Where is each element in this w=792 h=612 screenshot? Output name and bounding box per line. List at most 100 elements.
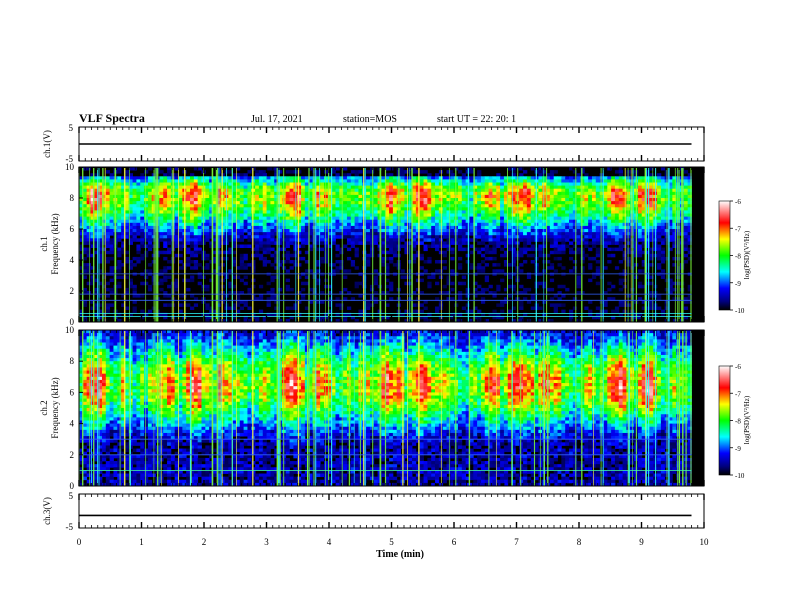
spectrogram-cell (446, 210, 451, 214)
spectrogram-cell (320, 318, 325, 323)
spectrogram-cell (197, 241, 202, 245)
spectrogram-cell (373, 204, 378, 208)
spectrogram-cell (542, 191, 547, 196)
spectrogram-cell (584, 185, 589, 190)
spectrogram-cell (588, 176, 593, 180)
spectrogram-cell (366, 241, 371, 245)
spectrogram-cell (645, 201, 650, 205)
spectrogram-cell (373, 182, 378, 186)
spectrogram-cell (358, 207, 363, 211)
spectrogram-cell (255, 315, 260, 320)
spectrogram-cell (190, 194, 195, 199)
spectrogram-cell (343, 222, 348, 227)
ch1-ytick-top: 5 (69, 123, 74, 133)
spectrogram-cell (584, 198, 589, 202)
spectrogram-cell (247, 225, 252, 230)
spectrogram-cell (270, 253, 275, 258)
spectrogram-cell (170, 194, 176, 199)
spectrogram-cell (270, 191, 275, 196)
spectrogram-cell (316, 300, 321, 304)
spectrogram-cell (423, 185, 428, 190)
spectrogram-cell (381, 179, 386, 183)
spectrogram-cell (212, 232, 218, 236)
spectrogram-cell (431, 219, 436, 224)
spectrogram-cell (354, 284, 359, 289)
spectrogram-cell (427, 256, 432, 261)
spectrogram-cell (174, 238, 179, 242)
spectrogram-cell (362, 207, 367, 211)
spectrogram-cell (136, 229, 141, 233)
spectrogram-cell (683, 238, 689, 242)
spectrogram-cell (473, 291, 478, 295)
spectrogram-cell (565, 201, 570, 205)
spectrogram-cell (324, 222, 329, 227)
spectrogram-cell (243, 253, 248, 258)
spectrogram-cell (258, 247, 264, 252)
spectrogram-cell (687, 179, 692, 183)
spectrogram-cell (523, 260, 528, 264)
spectrogram-cell (427, 229, 432, 233)
spectrogram-cell (389, 213, 394, 217)
spectrogram-cell (90, 275, 95, 279)
spectrogram-cell (626, 235, 631, 239)
spectrogram-cell (461, 204, 467, 208)
spectrogram-cell (339, 194, 344, 199)
spectrogram-cell (580, 269, 585, 273)
spectrogram-cell (561, 188, 566, 193)
spectrogram-cell (622, 176, 627, 180)
spectrogram-cell (117, 269, 122, 273)
spectrogram-cell (565, 188, 570, 193)
spectrogram-cell (465, 185, 470, 190)
spectrogram-cell (591, 176, 597, 180)
spectrogram-cell (576, 179, 581, 183)
spectrogram-cell (488, 194, 493, 199)
spectrogram-cell (496, 173, 501, 177)
spectrogram-cell (580, 194, 585, 199)
spectrogram-cell (637, 185, 643, 190)
spectrogram-cell (235, 194, 241, 199)
spectrogram-cell (147, 309, 153, 314)
spectrogram-cell (335, 312, 340, 317)
spectrogram-cell (285, 256, 290, 261)
spectrogram-cell (350, 198, 356, 202)
spectrogram-cell (170, 210, 176, 214)
spectrogram-cell (588, 309, 593, 314)
spectrogram-cell (465, 191, 470, 196)
spectrogram-cell (641, 182, 646, 186)
spectrogram-cell (484, 250, 490, 255)
spectrogram-cell (683, 219, 689, 224)
spectrogram-cell (82, 256, 88, 261)
spectrogram-cell (324, 284, 329, 289)
spectrogram-cell (205, 188, 210, 193)
spectrogram-cell (132, 235, 137, 239)
spectrogram-cell (174, 232, 179, 236)
spectrogram-cell (614, 170, 620, 174)
spectrogram-cell (496, 201, 501, 205)
spectrogram-cell (538, 238, 543, 242)
spectrogram-cell (82, 263, 88, 267)
spectrogram-cell (660, 210, 666, 214)
spectrogram-cell (431, 210, 436, 214)
spectrogram-cell (569, 318, 574, 323)
spectrogram-cell (523, 179, 528, 183)
spectrogram-cell (435, 198, 440, 202)
spectrogram-cell (285, 185, 290, 190)
spectrogram-cell (488, 222, 493, 227)
spectrogram-cell (270, 312, 275, 317)
spectrogram-cell (542, 204, 547, 208)
spectrogram-cell (618, 303, 623, 307)
spectrogram-cell (167, 219, 172, 224)
spectrogram-cell (465, 235, 470, 239)
spectrogram-cell (274, 216, 279, 221)
spectrogram-cell (607, 219, 612, 224)
spectrogram-cell (415, 170, 421, 174)
spectrogram-cell (247, 235, 252, 239)
spectrogram-cell (423, 210, 428, 214)
spectrogram-cell (304, 269, 310, 273)
spectrogram-cell (308, 222, 313, 227)
spectrogram-cell (255, 204, 260, 208)
spectrogram-cell (316, 241, 321, 245)
spectrogram-cell (381, 213, 386, 217)
spectrogram-cell (163, 315, 168, 320)
spectrogram-cell (614, 309, 620, 314)
